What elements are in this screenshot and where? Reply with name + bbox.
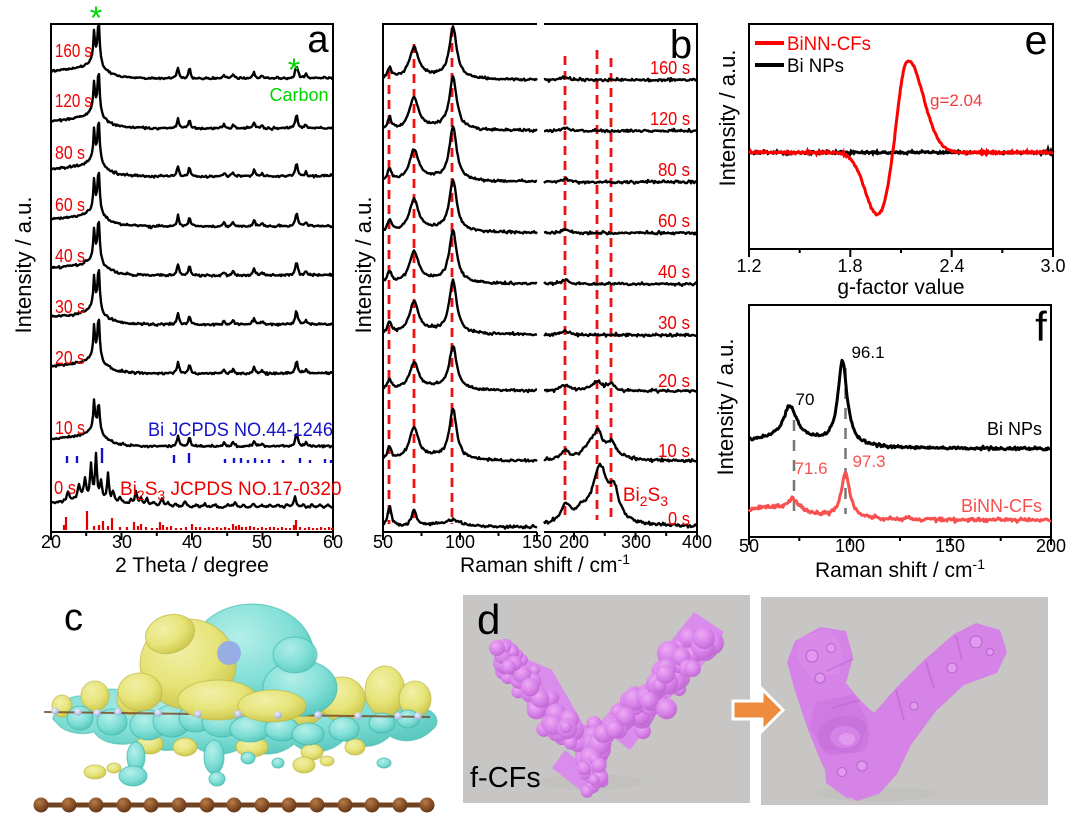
svg-text:71.6: 71.6	[794, 459, 827, 478]
svg-text:120 s: 120 s	[650, 109, 690, 129]
svg-text:300: 300	[621, 532, 651, 552]
svg-text:70: 70	[796, 390, 815, 409]
svg-text:f-CFs: f-CFs	[470, 762, 541, 794]
svg-text:10 s: 10 s	[658, 441, 690, 461]
svg-text:80 s: 80 s	[55, 143, 85, 163]
svg-text:50: 50	[373, 532, 393, 552]
svg-text:Intensity / a.u.: Intensity / a.u.	[351, 197, 376, 334]
svg-text:10 s: 10 s	[55, 418, 85, 438]
svg-text:BiNN-CFs: BiNN-CFs	[787, 34, 871, 55]
svg-text:Intensity / a.u.: Intensity / a.u.	[713, 339, 738, 476]
svg-text:96.1: 96.1	[851, 343, 884, 362]
svg-text:g=2.04: g=2.04	[930, 91, 982, 110]
svg-text:0 s: 0 s	[668, 509, 690, 529]
svg-text:0 s: 0 s	[54, 478, 76, 498]
svg-text:1.8: 1.8	[837, 256, 862, 276]
svg-text:Raman shift / cm-1: Raman shift / cm-1	[815, 556, 985, 582]
svg-text:*: *	[90, 0, 102, 36]
svg-text:*: *	[288, 52, 300, 88]
svg-text:30 s: 30 s	[55, 297, 85, 317]
svg-text:60 s: 60 s	[55, 195, 85, 215]
svg-text:20: 20	[41, 532, 61, 552]
svg-text:60 s: 60 s	[658, 211, 690, 231]
svg-text:100: 100	[835, 536, 865, 556]
svg-text:100: 100	[445, 532, 475, 552]
svg-text:160 s: 160 s	[55, 41, 92, 61]
svg-text:BiNN-CFs: BiNN-CFs	[961, 496, 1042, 516]
svg-text:1.2: 1.2	[736, 256, 761, 276]
svg-text:d: d	[477, 596, 500, 643]
svg-text:20 s: 20 s	[55, 348, 85, 368]
svg-text:50: 50	[252, 532, 272, 552]
svg-text:Bi NPs: Bi NPs	[787, 56, 844, 77]
svg-text:Intensity / a.u.: Intensity / a.u.	[11, 197, 36, 334]
svg-text:97.3: 97.3	[852, 452, 885, 471]
svg-text:50: 50	[739, 536, 759, 556]
svg-text:120 s: 120 s	[55, 91, 92, 111]
svg-text:Bi2S3 JCPDS NO.17-0320: Bi2S3 JCPDS NO.17-0320	[120, 479, 342, 503]
svg-text:30 s: 30 s	[658, 313, 690, 333]
svg-text:20 s: 20 s	[658, 371, 690, 391]
svg-text:Bi2S3: Bi2S3	[623, 485, 668, 509]
svg-text:160 s: 160 s	[650, 58, 690, 78]
svg-text:b: b	[670, 23, 692, 67]
svg-text:40 s: 40 s	[55, 246, 85, 266]
svg-text:60: 60	[323, 532, 343, 552]
svg-text:e: e	[1025, 17, 1048, 63]
svg-text:150: 150	[522, 532, 552, 552]
svg-text:200: 200	[1036, 536, 1066, 556]
svg-text:Intensity / a.u.: Intensity / a.u.	[715, 50, 740, 187]
svg-text:Carbon: Carbon	[269, 85, 328, 105]
svg-text:Bi JCPDS NO.44-1246: Bi JCPDS NO.44-1246	[148, 420, 333, 441]
svg-text:30: 30	[112, 532, 132, 552]
svg-text:2.4: 2.4	[939, 256, 964, 276]
svg-text:3.0: 3.0	[1040, 256, 1065, 276]
svg-text:c: c	[64, 597, 83, 639]
svg-text:Bi NPs: Bi NPs	[987, 419, 1042, 439]
svg-text:a: a	[307, 19, 329, 61]
svg-text:Raman shift / cm-1: Raman shift / cm-1	[460, 551, 630, 577]
svg-text:g-factor value: g-factor value	[837, 276, 964, 299]
svg-text:40 s: 40 s	[658, 262, 690, 282]
svg-text:200: 200	[559, 532, 589, 552]
svg-text:150: 150	[935, 536, 965, 556]
svg-text:400: 400	[682, 532, 712, 552]
svg-text:2 Theta / degree: 2 Theta / degree	[115, 554, 269, 577]
svg-text:f: f	[1035, 303, 1047, 350]
svg-text:40: 40	[182, 532, 202, 552]
svg-text:80 s: 80 s	[658, 160, 690, 180]
